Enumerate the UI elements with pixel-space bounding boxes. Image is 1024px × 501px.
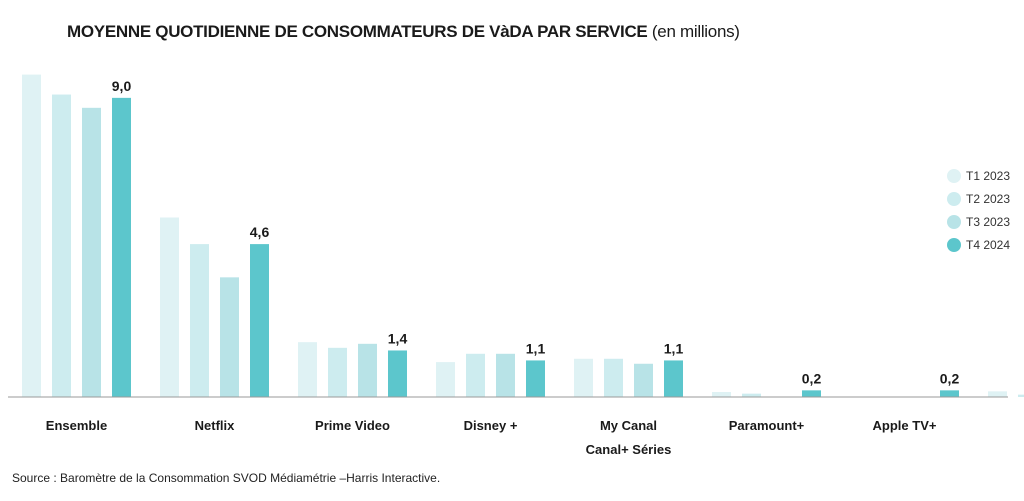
bar-4-1: [604, 358, 623, 397]
bar-2-0: [298, 342, 317, 397]
bar-1-2: [220, 277, 239, 397]
bar-3-1: [466, 353, 485, 397]
bar-1-0: [160, 217, 179, 397]
bar-7-0: [988, 391, 1007, 397]
bar-4-3: [664, 360, 683, 397]
chart-title-main: MOYENNE QUOTIDIENNE DE CONSOMMATEURS DE …: [67, 22, 648, 41]
category-label: Prime Video: [315, 418, 390, 433]
bar-0-3: [112, 97, 131, 397]
value-label: 4,6: [250, 224, 270, 240]
bar-3-3: [526, 360, 545, 397]
category-label: Disney +: [464, 418, 518, 433]
value-label: 1,1: [664, 340, 684, 356]
category-label: Netflix: [195, 418, 236, 433]
bar-2-1: [328, 347, 347, 397]
category-label: Apple TV+: [873, 418, 937, 433]
bar-7-1: [1018, 394, 1024, 397]
bar-0-0: [22, 74, 41, 397]
category-label: Canal+ Séries: [586, 442, 672, 457]
bar-4-0: [574, 358, 593, 397]
bar-5-0: [712, 392, 731, 397]
bar-6-3: [940, 390, 959, 397]
bar-3-0: [436, 362, 455, 397]
category-labels-group: Ensemble Netflix Prime Video Disney + My Can…: [46, 418, 937, 457]
chart-title: MOYENNE QUOTIDIENNE DE CONSOMMATEURS DE …: [67, 22, 740, 42]
bar-0-2: [82, 107, 101, 397]
legend-label: T1 2023: [966, 169, 1010, 183]
legend: T1 2023 T2 2023 T3 2023 T4 2024: [947, 169, 1010, 252]
legend-swatch: [947, 192, 961, 206]
category-label: My Canal: [600, 418, 657, 433]
bar-1-1: [190, 244, 209, 397]
legend-label: T2 2023: [966, 192, 1010, 206]
bar-2-2: [358, 343, 377, 397]
legend-label: T4 2024: [966, 238, 1010, 252]
chart-title-unit: (en millions): [651, 22, 740, 41]
legend-label: T3 2023: [966, 215, 1010, 229]
legend-swatch: [947, 169, 961, 183]
value-label: 1,4: [388, 330, 408, 346]
legend-swatch: [947, 215, 961, 229]
bar-2-3: [388, 350, 407, 397]
bar-4-2: [634, 363, 653, 397]
value-label: 0,2: [802, 370, 822, 386]
category-label: Paramount+: [729, 418, 805, 433]
bar-5-3: [802, 390, 821, 397]
bar-5-1: [742, 393, 761, 397]
value-label: 9,0: [112, 78, 132, 94]
bar-3-2: [496, 353, 515, 397]
bars-group: [22, 74, 1024, 398]
value-label: 1,1: [526, 340, 546, 356]
legend-swatch: [947, 238, 961, 252]
bar-0-1: [52, 94, 71, 398]
source-note: Source : Baromètre de la Consommation SV…: [12, 471, 441, 485]
value-label: 0,2: [940, 370, 960, 386]
bar-1-3: [250, 244, 269, 397]
category-label: Ensemble: [46, 418, 107, 433]
value-labels-group: 9,04,61,41,11,10,20,20,1: [112, 78, 960, 386]
